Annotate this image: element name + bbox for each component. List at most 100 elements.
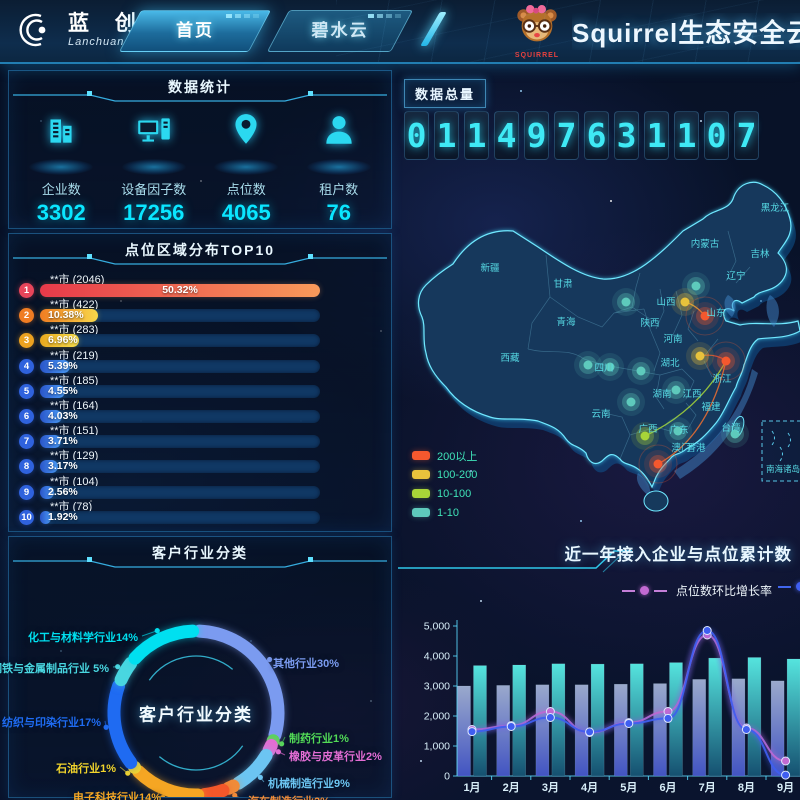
map-hotspot[interactable]: [596, 353, 624, 381]
pedestal-glow: [306, 159, 371, 175]
donut-segment[interactable]: [262, 739, 278, 757]
top10-percent-label: 50.32%: [162, 284, 198, 296]
top10-bar-fill: [40, 485, 55, 499]
trend-line-point[interactable]: [585, 727, 595, 737]
counter-digit: 1: [464, 111, 489, 160]
map-legend-item[interactable]: 1-10: [412, 503, 477, 522]
x-tick-label: 4月: [581, 781, 598, 794]
donut-segment[interactable]: [107, 679, 138, 770]
trend-bar[interactable]: [708, 657, 722, 777]
trend-line-point[interactable]: [467, 727, 477, 737]
map-hotspot[interactable]: [631, 422, 659, 450]
trend-header-decoration: [398, 550, 632, 573]
trend-bar[interactable]: [473, 665, 487, 777]
legend-label: 1-10: [437, 506, 460, 519]
map-legend-item[interactable]: 200以上: [412, 446, 477, 465]
trend-bar[interactable]: [535, 684, 550, 777]
map-hotspot[interactable]: [612, 288, 640, 316]
donut-segment[interactable]: [114, 656, 138, 687]
map-hotspot[interactable]: [664, 417, 692, 445]
app-header: 蓝 创 Lanchuang 首页 碧水云: [0, 0, 800, 64]
trend-line-point[interactable]: [506, 722, 516, 731]
x-tick-label: 8月: [738, 781, 755, 794]
counter-digit: 1: [434, 111, 459, 160]
donut-center-label: 客户行业分类: [139, 705, 253, 725]
legend-point-growth[interactable]: 点位数环比增长率: [621, 582, 772, 599]
top10-bar-fill: [40, 435, 61, 449]
counter-digit: 3: [614, 111, 639, 160]
donut-segment-label: 其他行业30%: [273, 658, 340, 670]
donut-segment[interactable]: [128, 624, 200, 665]
logo-text: 蓝 创: [68, 12, 146, 35]
trend-bar[interactable]: [653, 683, 667, 777]
hotspots-layer: [574, 272, 749, 484]
top10-bar-fill: [40, 409, 63, 423]
donut-inner-arc-decoration: [158, 745, 244, 771]
trend-line-point[interactable]: [545, 713, 555, 722]
map-hotspot[interactable]: [671, 288, 699, 316]
stat-value: 76: [326, 200, 351, 225]
trend-line-point[interactable]: [741, 725, 751, 734]
rank-badge: 4: [19, 358, 34, 374]
map-hotspot[interactable]: [627, 357, 655, 385]
map-hotspot[interactable]: [685, 296, 725, 336]
map-hotspot[interactable]: [662, 376, 690, 404]
donut-segment[interactable]: [222, 779, 240, 795]
tab-home[interactable]: 首页: [118, 10, 272, 52]
map-hotspot[interactable]: [721, 420, 749, 448]
legend-label: 100-200: [437, 468, 478, 481]
map-legend: 200以上 100-200 10-100 1-10: [412, 446, 477, 522]
map-legend-item[interactable]: 100-200: [412, 465, 477, 484]
trend-line-point[interactable]: [781, 770, 791, 780]
panel-header-decoration: 数据统计: [13, 79, 387, 102]
legend-swatch-icon: [412, 489, 430, 498]
y-tick-label: 0: [444, 771, 450, 783]
trend-bar[interactable]: [747, 657, 762, 777]
top10-percent-label: 6.96%: [48, 334, 78, 347]
trend-bar[interactable]: [614, 683, 628, 777]
map-hotspot[interactable]: [617, 388, 645, 416]
china-map: 南海诸岛 黑龙江内蒙古吉林辽宁 新疆甘肃青海西藏四川云南 山西陕西 山东河南湖北湖南江…: [417, 181, 800, 512]
map-hotspot[interactable]: [574, 351, 602, 379]
map-hotspot[interactable]: [686, 342, 714, 370]
trend-bar[interactable]: [496, 685, 510, 777]
trend-bar[interactable]: [786, 658, 800, 777]
donut-segment[interactable]: [231, 748, 273, 790]
top10-percent-label: 10.38%: [48, 309, 84, 322]
south-sea-label: 南海诸岛: [766, 464, 800, 474]
legend-partial-second[interactable]: [778, 582, 800, 591]
trend-bar[interactable]: [692, 679, 706, 777]
donut-segment[interactable]: [198, 783, 230, 797]
header-streak-decoration: [420, 12, 447, 46]
top10-bar-fill: [40, 359, 70, 373]
donut-connector-dot: [103, 724, 109, 730]
donut-segment[interactable]: [192, 624, 285, 742]
panel-data-statistics: 数据统计 企业数 3302: [8, 70, 392, 229]
donut-segment[interactable]: [132, 765, 205, 797]
logo-subtext: Lanchuang: [68, 36, 132, 48]
map-hotspot[interactable]: [638, 444, 678, 484]
industry-donut-chart: 客户行业分类 其他行业30% 制药行业1% 橡胶与皮革行业2% 机械制造行业9% 汽车制…: [0, 571, 391, 800]
donut-connector-dot: [232, 792, 238, 797]
trend-bar[interactable]: [590, 663, 605, 777]
legend-label: 点位数环比增长率: [675, 584, 772, 598]
trend-chart: 0 1,000 2,000 3,000 4,000 5,000 1月 2月 3月 4月 5月 6月 7月…: [424, 620, 800, 794]
top10-row: **市 (129) 8 3.17%: [19, 448, 381, 475]
trend-line-point[interactable]: [663, 713, 673, 723]
map-hotspot[interactable]: [682, 272, 710, 300]
trend-bar[interactable]: [512, 664, 526, 777]
trend-line-point[interactable]: [702, 626, 712, 635]
map-legend-item[interactable]: 10-100: [412, 484, 477, 503]
tab-bishuiyun[interactable]: 碧水云: [266, 10, 414, 52]
top10-percent-label: 2.56%: [48, 485, 78, 498]
trend-bar[interactable]: [770, 680, 785, 777]
trend-line-point[interactable]: [781, 756, 791, 766]
trend-line-point[interactable]: [624, 719, 634, 728]
province-label: 陕西: [640, 317, 659, 329]
donut-segment-label: 纺织与印染行业17%: [1, 717, 101, 729]
map-hotspot[interactable]: [706, 341, 746, 381]
top10-bar-fill: [40, 284, 320, 297]
panel-title: 点位区域分布TOP10: [125, 242, 275, 258]
province-label: 新疆: [480, 262, 500, 274]
